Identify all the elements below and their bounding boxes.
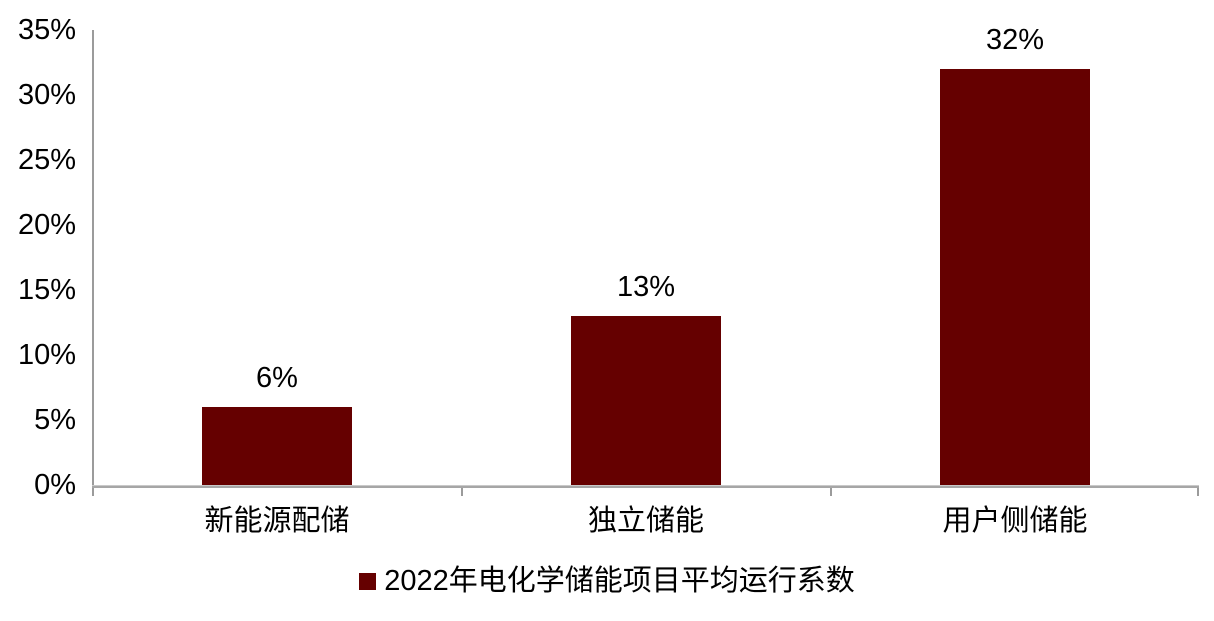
category-label: 独立储能: [587, 505, 704, 537]
category-label: 用户侧储能: [942, 505, 1088, 537]
bar-value-label: 6%: [256, 362, 298, 394]
y-axis-line: [92, 30, 94, 492]
x-axis-tick: [461, 488, 463, 496]
y-tick-label: 5%: [34, 404, 76, 436]
y-tick-label: 30%: [17, 79, 76, 111]
legend: 2022年电化学储能项目平均运行系数: [0, 563, 1214, 599]
plot-area: 6% 新能源配储 13% 独立储能 32% 用户侧储能: [92, 24, 1199, 537]
y-axis-tick-labels: 0% 5% 10% 15% 20% 25% 30% 35%: [0, 14, 76, 501]
y-tick-label: 10%: [17, 339, 76, 371]
y-tick-label: 35%: [17, 14, 76, 46]
y-tick-label: 20%: [17, 209, 76, 241]
bar-1: [202, 407, 352, 485]
bar-3: [940, 69, 1090, 485]
x-axis-tick: [830, 488, 832, 496]
bar-value-label: 32%: [985, 24, 1045, 56]
legend-square-marker-icon: [359, 572, 377, 590]
y-tick-label: 0%: [34, 469, 76, 501]
bar-value-label: 13%: [616, 271, 676, 303]
y-tick-label: 25%: [17, 144, 76, 176]
category-label: 新能源配储: [204, 505, 350, 537]
legend-label: 2022年电化学储能项目平均运行系数: [384, 565, 855, 597]
x-axis-line: [92, 485, 1199, 488]
x-axis-tick: [92, 488, 94, 496]
x-axis-tick: [1197, 488, 1199, 496]
y-tick-label: 15%: [17, 274, 76, 306]
bar-2: [571, 316, 721, 485]
